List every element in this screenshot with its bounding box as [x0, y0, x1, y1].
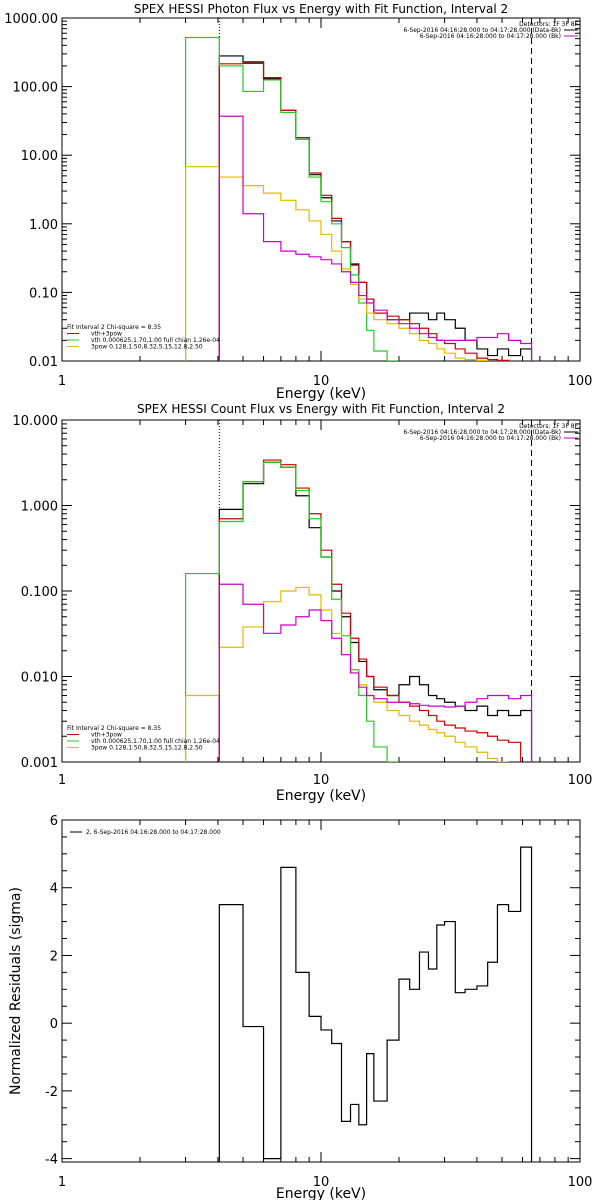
x-axis-label: Energy (keV): [276, 788, 366, 804]
chart-panel-3: 1 10 100 -4 -2 0 2 4 6 Energy (keV) Normalized Res…: [8, 814, 592, 1200]
series-group: [218, 846, 533, 1162]
series-bk: [218, 115, 533, 361]
legend-entry: vth 0.000625,1.70,1.00 full chian 1.26e-…: [91, 738, 220, 745]
legend-entry: 3pow 0.128,1.50,8.32,5.15,12.8,2.50: [91, 745, 203, 752]
chart-title: SPEX HESSI Photon Flux vs Energy with Fi…: [134, 2, 508, 16]
legend-entry: vth+3pow: [91, 331, 122, 338]
x-tick-label: 1: [58, 374, 66, 389]
legend-entry: 6-Sep-2016 04:16:28.000 to 04:17:28.000 …: [403, 429, 561, 436]
y-tick-label: -4: [45, 1153, 58, 1168]
series-data-bk: [218, 461, 533, 762]
legend-fit-header: Fit Interval 2 Chi-square = 8.35: [67, 324, 161, 331]
x-axis-label: Energy (keV): [276, 386, 366, 402]
x-axis-label: Energy (keV): [276, 1186, 366, 1200]
legend-entry: 6-Sep-2016 04:16:28.000 to 04:17:28.000 …: [420, 435, 561, 442]
x-tick-label: 100: [568, 374, 593, 389]
legend-entry: 2, 6-Sep-2016 04:16:28.000 to 04:17:28.0…: [86, 829, 221, 836]
y-tick-label: 0.001: [21, 756, 58, 771]
x-tick-label: 10: [313, 374, 330, 389]
legend-detectors: Detectors: 1F 3F 8F: [519, 423, 578, 430]
series-vth-3pow: [218, 459, 522, 762]
legend-detectors: Detectors: 1F 3F 8F: [519, 21, 578, 28]
series-vth: [184, 36, 399, 361]
x-tick-label: 100: [568, 773, 593, 788]
x-tick-label: 100: [568, 1175, 593, 1190]
legend-entry: 6-Sep-2016 04:16:28.000 to 04:17:28.000 …: [403, 27, 561, 34]
y-tick-label: 4: [50, 882, 58, 897]
y-tick-label: 10.000: [13, 414, 59, 429]
series-data-bk: [218, 55, 533, 361]
x-tick-label: 1: [58, 773, 66, 788]
series-residuals: [218, 846, 533, 1162]
x-tick-label: 10: [313, 1175, 330, 1190]
legend-entry: vth 0.000625,1.70,1.00 full chian 1.26e-…: [91, 337, 220, 344]
y-tick-label: 1.000: [21, 500, 58, 515]
chart-title: SPEX HESSI Count Flux vs Energy with Fit…: [137, 402, 505, 416]
y-tick-label: 1.00: [29, 218, 58, 233]
y-tick-label: 100.00: [13, 81, 59, 96]
y-tick-label: 0.100: [21, 585, 58, 600]
series-group: [184, 420, 533, 762]
plot-frame: [61, 819, 581, 1163]
y-tick-label: 0: [50, 1017, 58, 1032]
legend-entry: 3pow 0.128,1.50,8.32,5.15,12.8,2.50: [91, 344, 203, 351]
y-tick-label: 0.10: [29, 286, 58, 301]
series-bk: [218, 583, 533, 762]
chart-panel-2: SPEX HESSI Count Flux vs Energy with Fit…: [13, 402, 593, 804]
legend-entry: vth+3pow: [91, 732, 122, 739]
series-3pow: [184, 166, 489, 361]
y-tick-label: 6: [50, 814, 58, 829]
x-tick-label: 1: [58, 1175, 66, 1190]
y-tick-label: 10.00: [21, 149, 58, 164]
y-tick-label: 1000.00: [4, 12, 58, 27]
y-tick-label: 2: [50, 949, 58, 964]
series-group: [184, 18, 533, 361]
series-vth-3pow: [218, 61, 510, 361]
y-axis-label: Normalized Residuals (sigma): [8, 887, 24, 1095]
x-tick-label: 10: [313, 773, 330, 788]
legend-fit-header: Fit Interval 2 Chi-square = 8.35: [67, 725, 161, 732]
legend-entry: 6-Sep-2016 04:16:28.000 to 04:17:28.000 …: [420, 33, 561, 40]
y-tick-label: 0.01: [29, 355, 58, 370]
y-tick-label: 0.010: [21, 671, 58, 686]
y-tick-label: -2: [45, 1085, 58, 1100]
series-vth: [184, 461, 399, 762]
chart-panel-1: SPEX HESSI Photon Flux vs Energy with Fi…: [4, 2, 592, 402]
